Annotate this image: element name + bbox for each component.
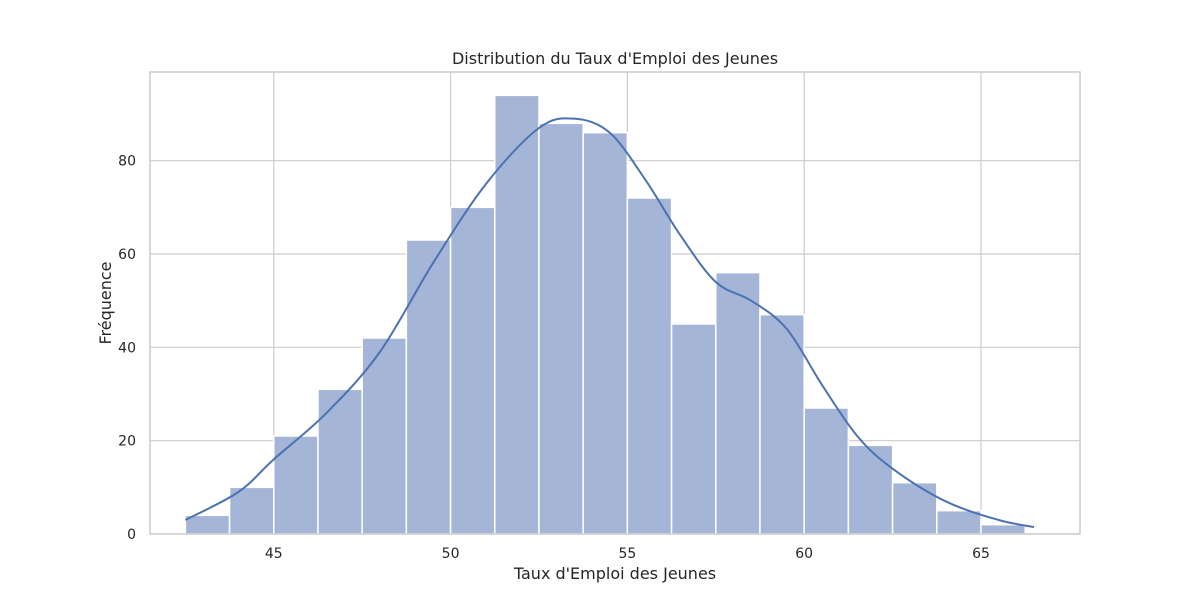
y-tick-label: 60: [118, 247, 136, 263]
histogram-bar: [582, 131, 629, 535]
chart-title: Distribution du Taux d'Emploi des Jeunes: [452, 49, 778, 68]
histogram-bar: [405, 239, 452, 535]
histogram-bar: [273, 435, 319, 535]
histogram-bars: [184, 94, 1026, 535]
histogram-bar: [759, 313, 805, 535]
histogram-bar: [891, 481, 938, 535]
histogram-bar: [449, 206, 496, 535]
y-tick-labels: 0 20 40 60 80: [118, 154, 136, 543]
histogram-bar: [847, 444, 894, 535]
kde-curve: [184, 117, 1035, 528]
histogram-bar: [980, 523, 1026, 535]
histogram-bar: [936, 509, 982, 535]
histogram-bar: [538, 122, 584, 535]
kde-curve-group: [184, 117, 1035, 528]
plot-frame: [149, 71, 1081, 535]
x-tick-label: 65: [972, 546, 990, 562]
y-tick-label: 0: [127, 527, 136, 543]
histogram-bar: [184, 514, 231, 535]
x-tick-labels: 45 50 55 60 65: [265, 546, 990, 562]
y-tick-label: 20: [118, 434, 136, 450]
histogram-bar: [670, 323, 717, 535]
histogram-bar: [317, 388, 363, 535]
x-tick-label: 45: [265, 546, 283, 562]
x-axis-label: Taux d'Emploi des Jeunes: [513, 564, 716, 583]
y-axis-label: Fréquence: [96, 261, 115, 344]
x-tick-label: 60: [795, 546, 813, 562]
x-tick-label: 55: [618, 546, 636, 562]
histogram-bar: [494, 94, 540, 535]
histogram-bar: [715, 271, 761, 535]
x-tick-label: 50: [442, 546, 460, 562]
y-tick-label: 80: [118, 154, 136, 170]
histogram-bar: [626, 197, 673, 535]
histogram-bar: [803, 407, 850, 535]
y-tick-label: 40: [118, 340, 136, 356]
